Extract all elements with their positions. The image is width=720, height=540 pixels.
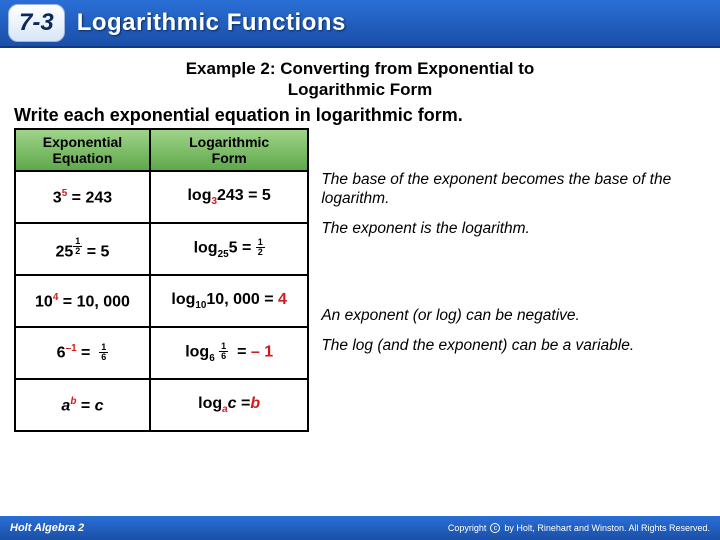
example-title-line2: Logarithmic Form [288,80,433,99]
log-cell: log3243 = 5 [150,171,308,223]
conversion-table: ExponentialEquation LogarithmicForm 35 =… [14,128,309,432]
slide-header: 7-3 Logarithmic Functions [0,0,720,48]
exp-cell: 35 = 243 [15,171,150,223]
log-cell: log1010, 000 = 4 [150,275,308,327]
notes-column: The base of the exponent becomes the bas… [321,128,706,432]
note: The exponent is the logarithm. [321,219,706,238]
exp-cell: 2512 = 5 [15,223,150,275]
th-logarithmic: LogarithmicForm [150,129,308,171]
log-cell: log6 16 = – 1 [150,327,308,379]
example-title: Example 2: Converting from Exponential t… [14,58,706,101]
table-header-row: ExponentialEquation LogarithmicForm [15,129,308,171]
lesson-badge: 7-3 [8,4,65,42]
table-row: 35 = 243 log3243 = 5 [15,171,308,223]
table-row: 6–1 = 16 log6 16 = – 1 [15,327,308,379]
th-exponential: ExponentialEquation [15,129,150,171]
exp-cell: 6–1 = 16 [15,327,150,379]
footer-brand: Holt Algebra 2 [10,522,84,534]
copyright-text: Copyright [448,523,487,533]
main-row: ExponentialEquation LogarithmicForm 35 =… [14,128,706,432]
note: An exponent (or log) can be negative. [321,306,706,325]
exp-cell: 104 = 10, 000 [15,275,150,327]
note: The log (and the exponent) can be a vari… [321,336,706,355]
exp-cell: ab = c [15,379,150,431]
table-row: 2512 = 5 log255 = 12 [15,223,308,275]
copyright-icon: c [490,523,500,533]
header-title: Logarithmic Functions [77,9,346,37]
footer-copyright: Copyright c by Holt, Rinehart and Winsto… [448,523,710,533]
log-cell: logac =b [150,379,308,431]
table-row: ab = c logac =b [15,379,308,431]
slide-footer: Holt Algebra 2 Copyright c by Holt, Rine… [0,516,720,540]
slide-content: Example 2: Converting from Exponential t… [0,48,720,432]
example-instruction: Write each exponential equation in logar… [14,105,706,127]
example-title-line1: Example 2: Converting from Exponential t… [186,59,535,78]
table-row: 104 = 10, 000 log1010, 000 = 4 [15,275,308,327]
log-cell: log255 = 12 [150,223,308,275]
note: The base of the exponent becomes the bas… [321,170,706,209]
copyright-rest: by Holt, Rinehart and Winston. All Right… [504,523,710,533]
